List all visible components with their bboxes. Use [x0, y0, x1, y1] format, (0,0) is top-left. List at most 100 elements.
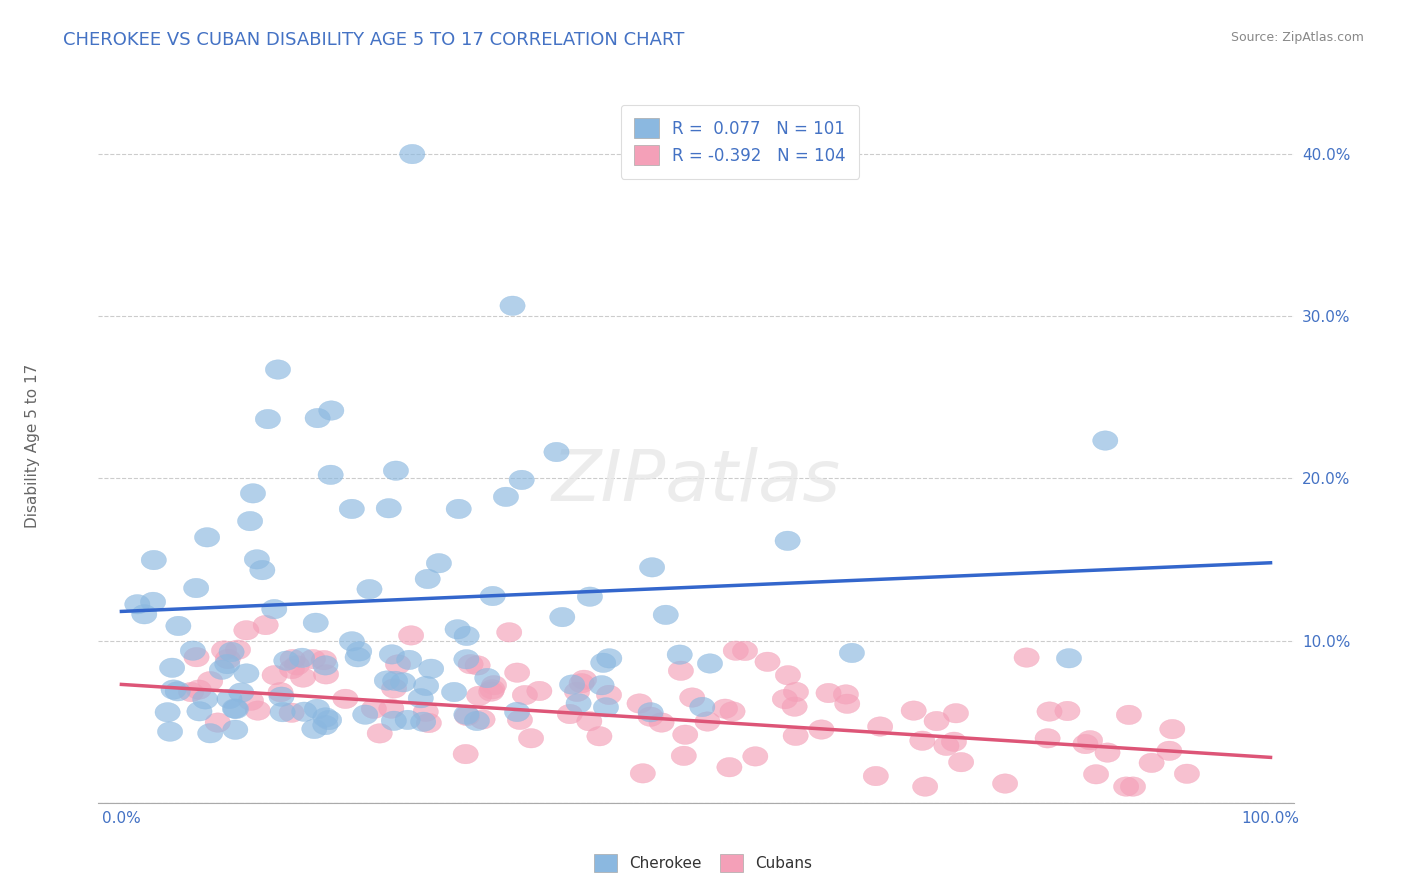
- Ellipse shape: [564, 682, 589, 702]
- Ellipse shape: [333, 690, 359, 708]
- Ellipse shape: [695, 712, 720, 731]
- Ellipse shape: [808, 720, 834, 739]
- Ellipse shape: [413, 702, 439, 722]
- Ellipse shape: [586, 726, 612, 746]
- Ellipse shape: [225, 640, 250, 659]
- Ellipse shape: [302, 719, 328, 739]
- Ellipse shape: [353, 705, 378, 724]
- Ellipse shape: [301, 649, 326, 669]
- Ellipse shape: [481, 675, 506, 695]
- Legend: Cherokee, Cubans: Cherokee, Cubans: [586, 846, 820, 880]
- Ellipse shape: [238, 511, 263, 531]
- Legend: R =  0.077   N = 101, R = -0.392   N = 104: R = 0.077 N = 101, R = -0.392 N = 104: [620, 104, 859, 178]
- Ellipse shape: [591, 653, 616, 673]
- Text: Source: ZipAtlas.com: Source: ZipAtlas.com: [1230, 31, 1364, 45]
- Ellipse shape: [782, 697, 807, 716]
- Ellipse shape: [638, 703, 664, 722]
- Ellipse shape: [229, 683, 254, 702]
- Ellipse shape: [215, 649, 240, 669]
- Ellipse shape: [672, 725, 697, 745]
- Ellipse shape: [318, 465, 343, 484]
- Ellipse shape: [1077, 731, 1102, 750]
- Ellipse shape: [180, 641, 205, 660]
- Ellipse shape: [426, 554, 451, 573]
- Ellipse shape: [454, 626, 479, 646]
- Ellipse shape: [783, 726, 808, 746]
- Ellipse shape: [512, 685, 537, 705]
- Ellipse shape: [910, 731, 935, 750]
- Ellipse shape: [733, 641, 758, 661]
- Ellipse shape: [1114, 777, 1139, 797]
- Ellipse shape: [415, 569, 440, 589]
- Ellipse shape: [638, 707, 664, 726]
- Ellipse shape: [411, 712, 436, 731]
- Ellipse shape: [262, 599, 287, 619]
- Ellipse shape: [398, 625, 423, 645]
- Ellipse shape: [1160, 719, 1185, 739]
- Ellipse shape: [346, 641, 371, 661]
- Ellipse shape: [1157, 741, 1182, 761]
- Ellipse shape: [211, 640, 236, 660]
- Ellipse shape: [165, 681, 190, 701]
- Ellipse shape: [501, 296, 526, 316]
- Ellipse shape: [280, 659, 305, 679]
- Ellipse shape: [901, 701, 927, 721]
- Ellipse shape: [475, 668, 501, 688]
- Ellipse shape: [668, 661, 693, 681]
- Ellipse shape: [361, 699, 387, 719]
- Ellipse shape: [839, 643, 865, 663]
- Ellipse shape: [578, 587, 603, 607]
- Ellipse shape: [505, 663, 530, 682]
- Ellipse shape: [184, 578, 208, 598]
- Ellipse shape: [269, 687, 294, 706]
- Ellipse shape: [253, 615, 278, 635]
- Ellipse shape: [772, 690, 797, 709]
- Ellipse shape: [224, 699, 249, 719]
- Ellipse shape: [679, 688, 704, 707]
- Ellipse shape: [1036, 702, 1062, 722]
- Ellipse shape: [305, 409, 330, 428]
- Ellipse shape: [835, 694, 860, 714]
- Ellipse shape: [943, 704, 969, 723]
- Ellipse shape: [194, 527, 219, 547]
- Text: ZIPatlas: ZIPatlas: [551, 447, 841, 516]
- Ellipse shape: [382, 671, 408, 690]
- Ellipse shape: [262, 665, 287, 685]
- Ellipse shape: [217, 690, 242, 708]
- Ellipse shape: [868, 717, 893, 736]
- Ellipse shape: [666, 645, 692, 665]
- Ellipse shape: [1121, 777, 1146, 797]
- Ellipse shape: [311, 650, 336, 670]
- Ellipse shape: [446, 500, 471, 518]
- Ellipse shape: [291, 668, 316, 688]
- Ellipse shape: [314, 665, 339, 684]
- Ellipse shape: [1056, 648, 1081, 668]
- Ellipse shape: [240, 483, 266, 503]
- Ellipse shape: [560, 675, 585, 694]
- Ellipse shape: [496, 623, 522, 642]
- Ellipse shape: [453, 744, 478, 764]
- Ellipse shape: [198, 723, 222, 743]
- Ellipse shape: [1095, 743, 1121, 763]
- Ellipse shape: [924, 711, 949, 731]
- Ellipse shape: [494, 487, 519, 507]
- Ellipse shape: [941, 732, 966, 751]
- Ellipse shape: [141, 550, 166, 570]
- Ellipse shape: [454, 705, 479, 724]
- Ellipse shape: [596, 685, 621, 705]
- Ellipse shape: [413, 676, 439, 696]
- Ellipse shape: [527, 681, 553, 701]
- Ellipse shape: [713, 699, 738, 718]
- Ellipse shape: [132, 605, 157, 624]
- Ellipse shape: [742, 747, 768, 766]
- Ellipse shape: [377, 499, 401, 518]
- Ellipse shape: [416, 714, 441, 732]
- Ellipse shape: [697, 654, 723, 673]
- Ellipse shape: [166, 616, 191, 636]
- Ellipse shape: [280, 649, 305, 669]
- Ellipse shape: [157, 722, 183, 741]
- Ellipse shape: [357, 580, 382, 599]
- Ellipse shape: [478, 681, 503, 701]
- Ellipse shape: [339, 500, 364, 518]
- Ellipse shape: [222, 720, 247, 739]
